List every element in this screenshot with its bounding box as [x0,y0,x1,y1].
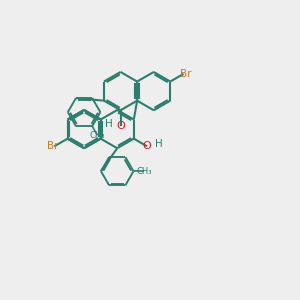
Text: Br: Br [46,141,58,151]
Text: H: H [105,118,113,129]
Text: O: O [116,121,125,130]
Text: CH₃: CH₃ [136,167,152,176]
Text: H: H [155,140,162,149]
Text: O: O [143,141,152,151]
Text: CH₃: CH₃ [90,131,105,140]
Text: Br: Br [180,69,191,79]
